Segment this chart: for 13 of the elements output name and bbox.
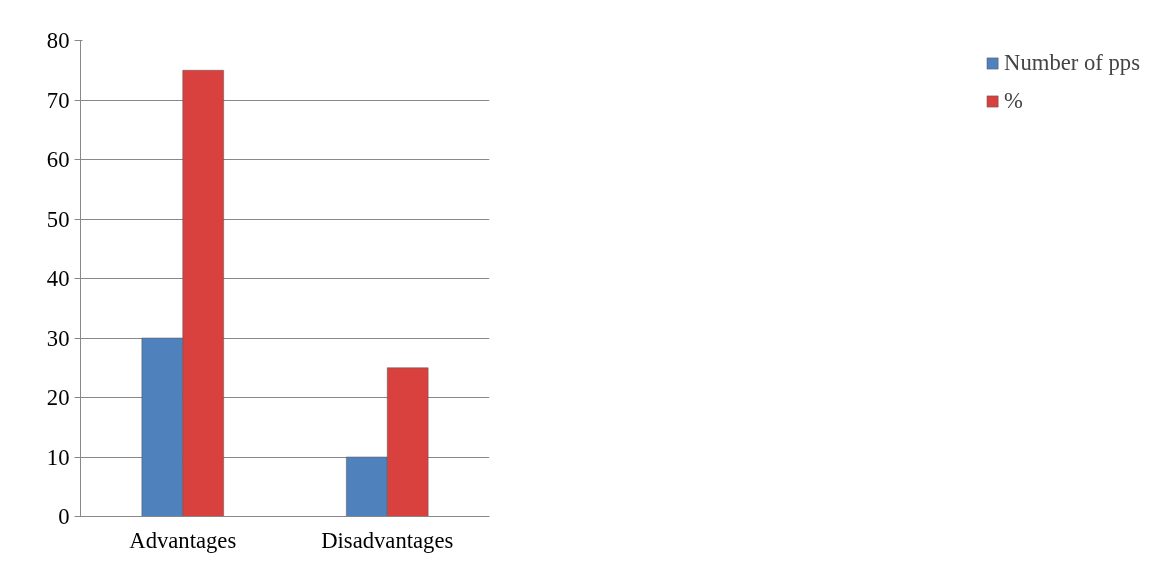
legend-label: % — [1004, 88, 1024, 114]
y-tick-label: 30 — [46, 325, 70, 351]
y-tick-label: 10 — [46, 444, 70, 470]
y-tick-label: 80 — [46, 28, 70, 53]
x-tick-label: Disadvantages — [321, 527, 454, 553]
y-tick-label: 50 — [46, 206, 70, 232]
y-tick-label: 20 — [46, 385, 70, 410]
legend-label: Number of pps — [1004, 50, 1140, 76]
y-tick-label: 0 — [58, 504, 70, 529]
y-tick-label: 40 — [46, 266, 70, 291]
y-tick-label: 70 — [46, 87, 70, 113]
y-tick-label: 60 — [46, 147, 70, 172]
x-tick-label: Advantages — [129, 527, 237, 553]
